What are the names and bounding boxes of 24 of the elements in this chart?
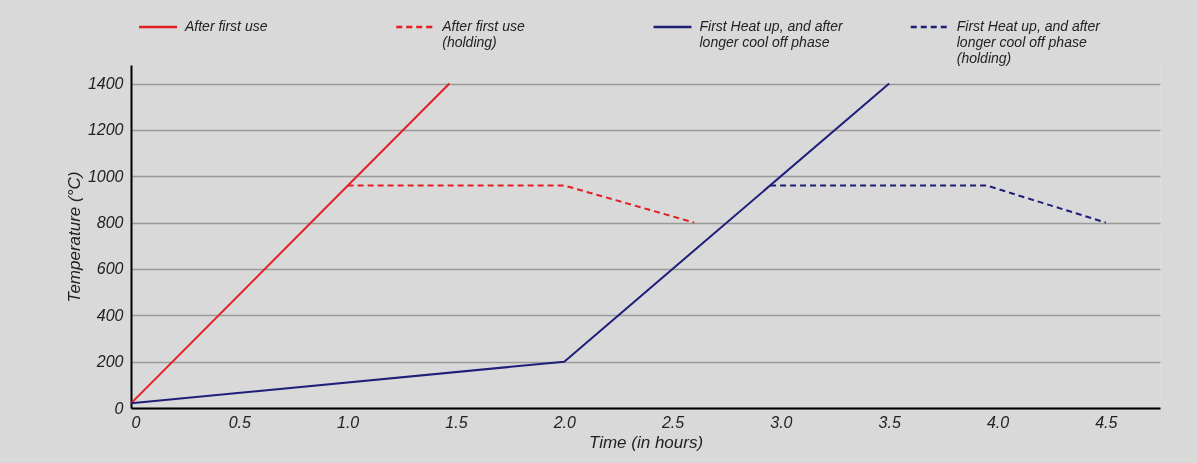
x-tick-label: 1.5 [445, 413, 468, 431]
legend-label: First Heat up, and after longer cool off phase (holding) [956, 18, 1102, 66]
x-tick-label: 4.0 [986, 413, 1010, 431]
legend-label: First Heat up, and after longer cool off phase [699, 18, 845, 50]
x-tick-label: 2.0 [552, 413, 576, 431]
x-tick-label: 3.0 [770, 413, 793, 431]
y-tick-label: 1200 [87, 121, 124, 139]
y-tick-label: 200 [95, 353, 124, 371]
y-tick-label: 1400 [87, 75, 124, 93]
x-tick-label: 1.0 [337, 413, 360, 431]
y-tick-label: 800 [96, 214, 124, 232]
x-tick-label: 0 [131, 413, 141, 431]
legend-label: After first use [184, 18, 268, 34]
x-tick-label: 4.5 [1095, 413, 1118, 431]
y-axis-title: Temperature (°C) [64, 171, 84, 303]
x-tick-label: 2.5 [660, 413, 685, 431]
legend-label: After first use (holding) [441, 18, 525, 50]
x-axis-title: Time (in hours) [588, 432, 704, 452]
y-tick-label: 400 [96, 306, 124, 324]
x-tick-label: 3.5 [878, 413, 901, 431]
y-tick-label: 0 [114, 399, 124, 417]
y-tick-label: 1000 [87, 167, 124, 185]
y-tick-label: 600 [96, 260, 124, 278]
x-tick-label: 0.5 [228, 413, 252, 431]
